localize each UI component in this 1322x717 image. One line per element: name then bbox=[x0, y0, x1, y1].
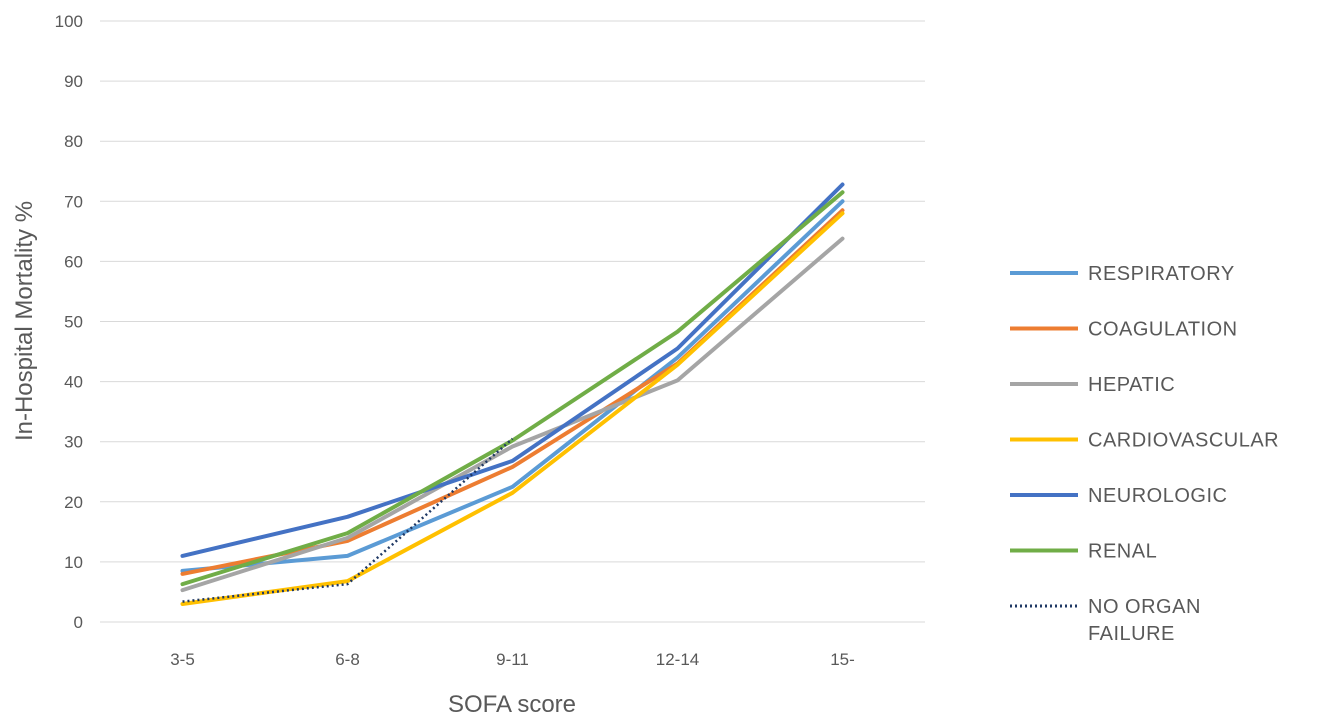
legend-item: COAGULATION bbox=[1010, 319, 1238, 341]
y-tick-label: 70 bbox=[64, 192, 83, 211]
legend-label: RENAL bbox=[1088, 541, 1157, 563]
x-tick-label: 15- bbox=[830, 650, 855, 669]
x-axis-title: SOFA score bbox=[448, 691, 576, 717]
y-tick-label: 80 bbox=[64, 132, 83, 151]
y-tick-label: 50 bbox=[64, 313, 83, 332]
y-tick-label: 10 bbox=[64, 553, 83, 572]
legend-label: FAILURE bbox=[1088, 623, 1175, 645]
x-tick-label: 3-5 bbox=[170, 650, 195, 669]
legend-item: RESPIRATORY bbox=[1010, 263, 1235, 285]
legend-label: COAGULATION bbox=[1088, 319, 1238, 341]
y-tick-label: 60 bbox=[64, 252, 83, 271]
series-line-coagulation bbox=[180, 208, 845, 576]
y-tick-label: 40 bbox=[64, 373, 83, 392]
x-tick-label: 6-8 bbox=[335, 650, 360, 669]
legend-label: HEPATIC bbox=[1088, 374, 1175, 396]
series-line-no-organ-failure bbox=[182, 437, 514, 603]
series-line-respiratory bbox=[180, 199, 845, 573]
y-tick-label: 100 bbox=[55, 12, 83, 31]
x-tick-label: 9-11 bbox=[496, 650, 529, 669]
legend-item: NEUROLOGIC bbox=[1010, 485, 1227, 507]
y-axis-title: In-Hospital Mortality % bbox=[11, 201, 38, 441]
legend: RESPIRATORY COAGULATION HEPATIC CARDIOVASCU… bbox=[1010, 263, 1279, 645]
x-axis-ticks: 3-5 6-8 9-11 12-14 15- bbox=[170, 650, 855, 669]
series-lines bbox=[180, 182, 845, 606]
legend-item: RENAL bbox=[1010, 541, 1157, 563]
gridlines bbox=[100, 20, 925, 623]
y-axis-ticks: 0 10 20 30 40 50 60 70 80 90 100 bbox=[55, 12, 83, 632]
legend-item: HEPATIC bbox=[1010, 374, 1175, 396]
legend-label: CARDIOVASCULAR bbox=[1088, 430, 1279, 452]
legend-item: CARDIOVASCULAR bbox=[1010, 430, 1279, 452]
y-tick-label: 30 bbox=[64, 433, 83, 452]
legend-item: NO ORGAN FAILURE bbox=[1010, 596, 1201, 645]
series-line-cardiovascular bbox=[180, 211, 845, 606]
legend-label: NO ORGAN bbox=[1088, 596, 1201, 618]
series-line-renal bbox=[180, 190, 845, 587]
legend-label: NEUROLOGIC bbox=[1088, 485, 1227, 507]
x-tick-label: 12-14 bbox=[656, 650, 699, 669]
y-tick-label: 20 bbox=[64, 493, 83, 512]
series-line-neurologic bbox=[180, 182, 845, 558]
y-tick-label: 0 bbox=[74, 613, 83, 632]
y-tick-label: 90 bbox=[64, 72, 83, 91]
legend-label: RESPIRATORY bbox=[1088, 263, 1235, 285]
series-line-hepatic bbox=[180, 236, 845, 593]
